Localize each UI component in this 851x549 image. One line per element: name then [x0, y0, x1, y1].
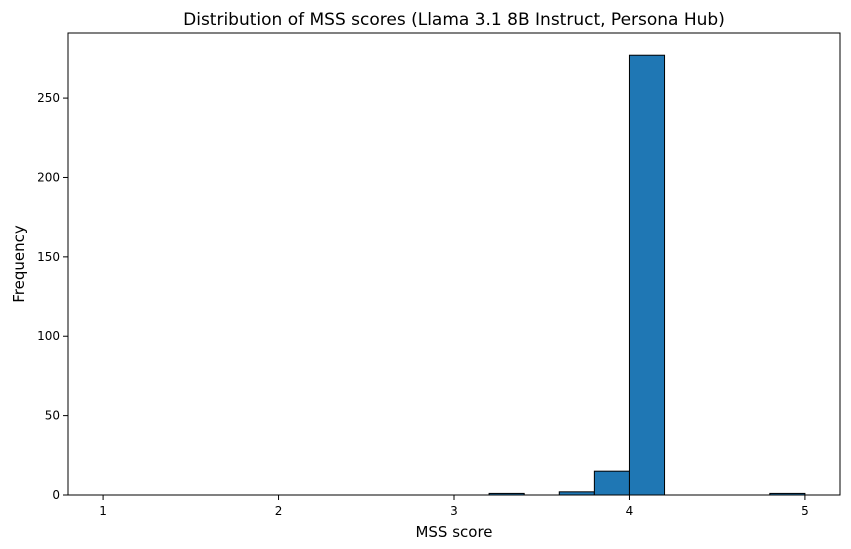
x-tick-label: 4	[626, 504, 634, 518]
x-tick-label: 2	[275, 504, 283, 518]
chart-title: Distribution of MSS scores (Llama 3.1 8B…	[183, 10, 725, 30]
x-axis-ticks: 1 2 3 4 5	[99, 495, 809, 518]
x-tick-label: 5	[801, 504, 809, 518]
histogram-bar	[593, 470, 630, 496]
y-axis-label: Frequency	[10, 225, 28, 303]
y-tick-label: 100	[37, 329, 60, 343]
y-tick-label: 150	[37, 250, 60, 264]
y-tick-label: 250	[37, 91, 60, 105]
y-tick-label: 50	[45, 409, 60, 423]
bars-group	[488, 54, 806, 496]
histogram-bar	[628, 54, 666, 496]
x-tick-label: 1	[99, 504, 107, 518]
x-axis-label: MSS score	[415, 523, 492, 541]
y-tick-label: 0	[52, 488, 60, 502]
y-axis-ticks: 0 50 100 150 200 250	[37, 91, 68, 502]
y-tick-label: 200	[37, 170, 60, 184]
x-tick-label: 3	[450, 504, 458, 518]
